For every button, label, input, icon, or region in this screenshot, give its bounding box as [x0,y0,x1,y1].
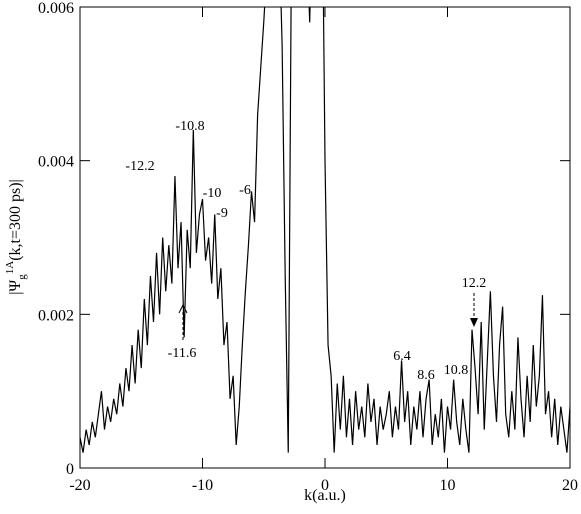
y-label-part: |Ψ [7,280,24,295]
annotation: -6 [239,183,251,198]
annotation: 10.8 [444,363,469,378]
y-label-sup: 1A [4,261,16,275]
plot-frame [79,6,571,469]
y-axis-label: |Ψg1A(k,t=300 ps)| [4,179,28,295]
data-line [80,7,570,453]
y-label-part: (k,t=300 ps)| [7,179,24,261]
annotation: -10.8 [175,119,204,134]
annotation: 8.6 [417,368,435,383]
y-label-sub: g [16,274,28,280]
x-tick-label: -10 [192,477,213,494]
arrow [182,293,475,340]
arrow-head [470,318,478,327]
x-tick-label: -20 [69,477,90,494]
ticks [79,6,571,469]
annotation: -12.2 [125,159,154,174]
annotation: 6.4 [393,349,411,364]
y-tick-label: 0.006 [38,0,74,17]
arrow-head [178,303,188,314]
x-tick-label: 20 [562,477,578,494]
y-tick-label: 0.002 [38,307,74,324]
plot-area [80,7,570,453]
annotation: -10 [203,186,222,201]
x-tick-label: 10 [440,477,456,494]
annotation: 12.2 [462,276,487,291]
x-axis-label: k(a.u.) [304,487,346,504]
annotation: -9 [216,206,228,221]
x-tick-label: 0 [321,477,329,494]
y-tick-label: 0 [66,461,74,478]
annotation: -11.6 [168,346,197,361]
y-tick-label: 0.004 [38,154,74,171]
